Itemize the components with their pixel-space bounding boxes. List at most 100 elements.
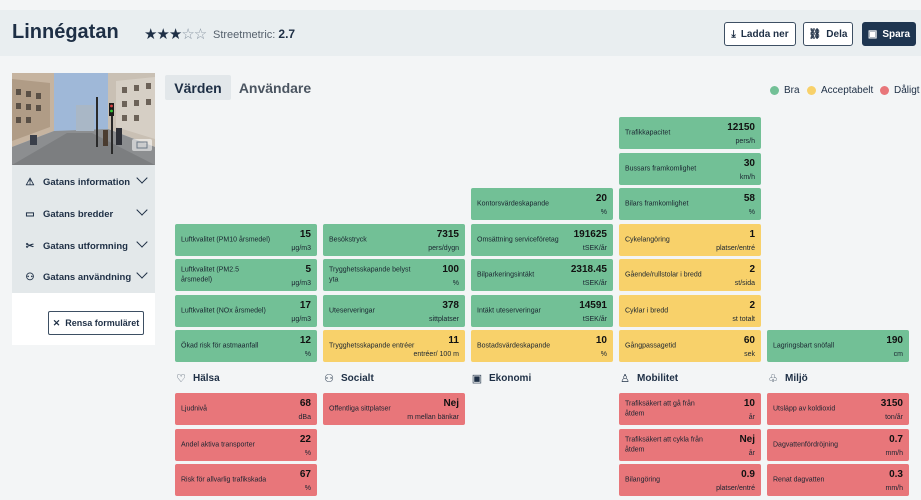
metric-card[interactable]: Intäkt uteserveringar 14591 tSEK/år [471, 295, 613, 327]
metric-value: 58 [743, 193, 755, 204]
category-label: Socialt [341, 373, 374, 384]
metric-card[interactable]: Uteserveringar 378 sittplatser [323, 295, 465, 327]
metric-label: Gående/rullstolar i bredd [625, 271, 702, 279]
metric-value: 7315 [436, 229, 459, 240]
metric-card[interactable]: Gångpassagetid 60 sek [619, 330, 761, 362]
download-label: Ladda ner [740, 28, 789, 40]
leaf-icon: ♧ [768, 373, 778, 385]
walking-icon: ♙ [620, 373, 630, 385]
metric-card[interactable]: Offentliga sittplatser Nej m mellan bänkar [323, 393, 465, 425]
metric-card[interactable]: Andel aktiva transporter 22% [175, 429, 317, 461]
metric-card[interactable]: Bussars framkomlighet 30 km/h [619, 153, 761, 185]
metric-value: 12 [299, 335, 311, 346]
clear-form-button[interactable]: ✕ Rensa formuläret [48, 311, 144, 335]
clear-panel: ✕ Rensa formuläret [12, 293, 155, 345]
top-bar: Linnégatan ★★★☆☆ Streetmetric: 2.7 ⤓ Lad… [0, 10, 921, 56]
metric-label: Trygghetsskapande entréer [329, 342, 415, 350]
metric-label: Trafiksäkert att gå från åtdem [625, 400, 695, 418]
metric-unit: tSEK/år [582, 316, 607, 323]
rating-stars: ★★★☆☆ [144, 25, 207, 43]
metric-unit: μg/m3 [291, 316, 311, 323]
metric-card[interactable]: Omsättning serviceföretag 191625 tSEK/år [471, 224, 613, 256]
metric-value: 15 [299, 229, 311, 240]
tab-users[interactable]: Användare [238, 79, 312, 96]
category-label: Hälsa [193, 373, 220, 384]
metric-label: Bostadsvärdeskapande [477, 342, 551, 350]
metric-card[interactable]: Trafikkapacitet 12150 pers/h [619, 117, 761, 149]
save-button[interactable]: ▣ Spara [862, 22, 916, 46]
metric-value: 100 [442, 264, 459, 275]
metric-label: Intäkt uteserveringar [477, 307, 541, 315]
download-button[interactable]: ⤓ Ladda ner [724, 22, 796, 46]
share-button[interactable]: ⛓ Dela [803, 22, 853, 46]
metric-label: Besökstryck [329, 236, 367, 244]
tab-values[interactable]: Värden [165, 75, 231, 100]
sidebar-item-label: Gatans information [43, 176, 131, 188]
metric-card[interactable]: Kontorsvärdeskapande 20% [471, 188, 613, 220]
metric-card[interactable]: Trygghetsskapande belyst yta 100% [323, 259, 465, 291]
metric-label: Bilparkeringsintäkt [477, 271, 535, 279]
metric-label: Ljudnivå [181, 405, 208, 413]
metric-card[interactable]: Luftkvalitet (PM2.5 årsmedel) 5 μg/m3 [175, 259, 317, 291]
chevron-down-icon [136, 172, 148, 184]
metric-value: 14591 [579, 300, 607, 311]
metric-unit: dBa [298, 414, 311, 421]
metric-label: Luftkvalitet (PM10 årsmedel) [181, 236, 271, 244]
metric-value: 60 [743, 335, 755, 346]
metric-value: 1 [749, 229, 755, 240]
metric-value: 68 [299, 398, 311, 409]
metric-label: Uteserveringar [329, 307, 375, 315]
link-icon: ⛓ [808, 28, 822, 40]
metric-card[interactable]: Trafiksäkert att cykla från åtdem Nej år [619, 429, 761, 461]
metric-label: Cykelangöring [625, 236, 670, 244]
streetmetric-score: Streetmetric: 2.7 [213, 27, 295, 41]
metric-card[interactable]: Trafiksäkert att gå från åtdem 10 år [619, 393, 761, 425]
metric-card[interactable]: Risk för allvarlig trafikskada 67% [175, 464, 317, 496]
sidebar-item-widths[interactable]: ▭ Gatans bredder [12, 199, 155, 229]
sidebar-item-usage[interactable]: ⚇ Gatans användning [12, 262, 155, 292]
metric-card[interactable]: Lagringsbart snöfall 190 cm [767, 330, 909, 362]
metric-unit: μg/m3 [291, 245, 311, 252]
legend-bad: Dåligt [880, 85, 920, 96]
metric-card[interactable]: Bilparkeringsintäkt 2318.45 tSEK/år [471, 259, 613, 291]
metric-label: Bilangöring [625, 476, 661, 484]
metric-card[interactable]: Dagvattenfördröjning 0.7 mm/h [767, 429, 909, 461]
metric-label: Omsättning serviceföretag [477, 236, 559, 244]
sidebar-item-label: Gatans användning [43, 271, 132, 283]
legend-label: Acceptabelt [821, 85, 874, 96]
metric-card[interactable]: Bilangöring 0.9 platser/entré [619, 464, 761, 496]
metric-label: Trafikkapacitet [625, 129, 671, 137]
metric-card[interactable]: Ökad risk för astmaanfall 12% [175, 330, 317, 362]
category-label: Mobilitet [637, 373, 679, 384]
metric-card[interactable]: Gående/rullstolar i bredd 2 st/sida [619, 259, 761, 291]
category-health: ♡ Hälsa [175, 372, 220, 385]
metric-card[interactable]: Trygghetsskapande entréer 11 entréer/ 100 … [323, 330, 465, 362]
metric-label: Streetmetric: [213, 29, 276, 41]
metric-unit: % [304, 485, 311, 492]
sidebar-item-design[interactable]: ✂ Gatans utformning [12, 231, 155, 261]
legend-dot-good [770, 86, 779, 95]
metric-card[interactable]: Bilars framkomlighet 58% [619, 188, 761, 220]
chevron-down-icon [136, 267, 148, 279]
metric-value: 20 [595, 193, 607, 204]
sidebar-item-information[interactable]: ⚠ Gatans information [12, 167, 155, 197]
metric-card[interactable]: Besökstryck 7315 pers/dygn [323, 224, 465, 256]
empty-stars: ☆☆ [181, 26, 207, 43]
metric-value: 2 [749, 264, 755, 275]
category-mobility: ♙ Mobilitet [619, 372, 678, 385]
metric-card[interactable]: Utsläpp av koldioxid 3150 ton/år [767, 393, 909, 425]
metric-card[interactable]: Luftkvalitet (PM10 årsmedel) 15 μg/m3 [175, 224, 317, 256]
metric-unit: sittplatser [429, 316, 459, 323]
metric-card[interactable]: Bostadsvärdeskapande 10% [471, 330, 613, 362]
legend-label: Dåligt [894, 85, 920, 96]
metric-card[interactable]: Cyklar i bredd 2 st totalt [619, 295, 761, 327]
metric-unit: pers/h [735, 138, 755, 145]
category-environment: ♧ Miljö [767, 372, 808, 385]
metric-label: Lagringsbart snöfall [773, 342, 835, 350]
metric-card[interactable]: Cykelangöring 1 platser/entré [619, 224, 761, 256]
metric-card[interactable]: Luftkvalitet (NOx årsmedel) 17 μg/m3 [175, 295, 317, 327]
metric-value: 0.3 [889, 469, 903, 480]
metric-card[interactable]: Ljudnivå 68 dBa [175, 393, 317, 425]
metric-card[interactable]: Renat dagvatten 0.3 mm/h [767, 464, 909, 496]
metric-label: Ökad risk för astmaanfall [181, 342, 259, 350]
